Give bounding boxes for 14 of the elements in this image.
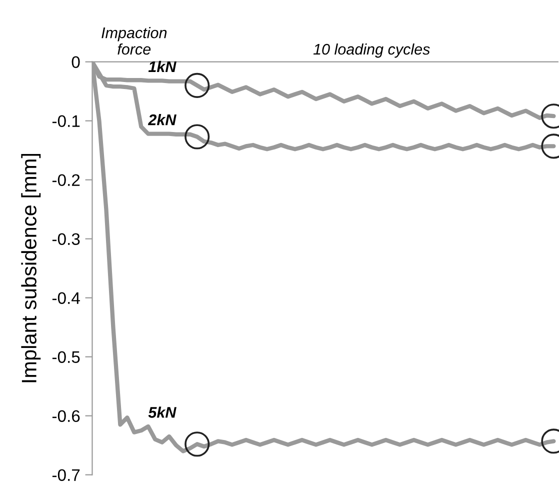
y-tick-label: -0.3 [52,233,80,246]
text: Impaction force [102,26,167,55]
text: 10 loading cycles [313,43,430,58]
y-tick-label: -0.4 [52,292,80,304]
y-tick-label: -0.1 [52,115,80,128]
y-tick-label: 0 [72,56,80,68]
y-tick-label: -0.6 [52,410,80,422]
y-tick-label: -0.7 [52,469,80,481]
y-tick-label: -0.2 [52,174,80,186]
series-label: 2kN [148,114,176,126]
y-axis-title: Implant subsidence [mm] [21,154,41,382]
y-tick-label: -0.5 [52,351,80,363]
series-label: 5kN [148,406,176,418]
series-label: 1kN [148,60,176,72]
